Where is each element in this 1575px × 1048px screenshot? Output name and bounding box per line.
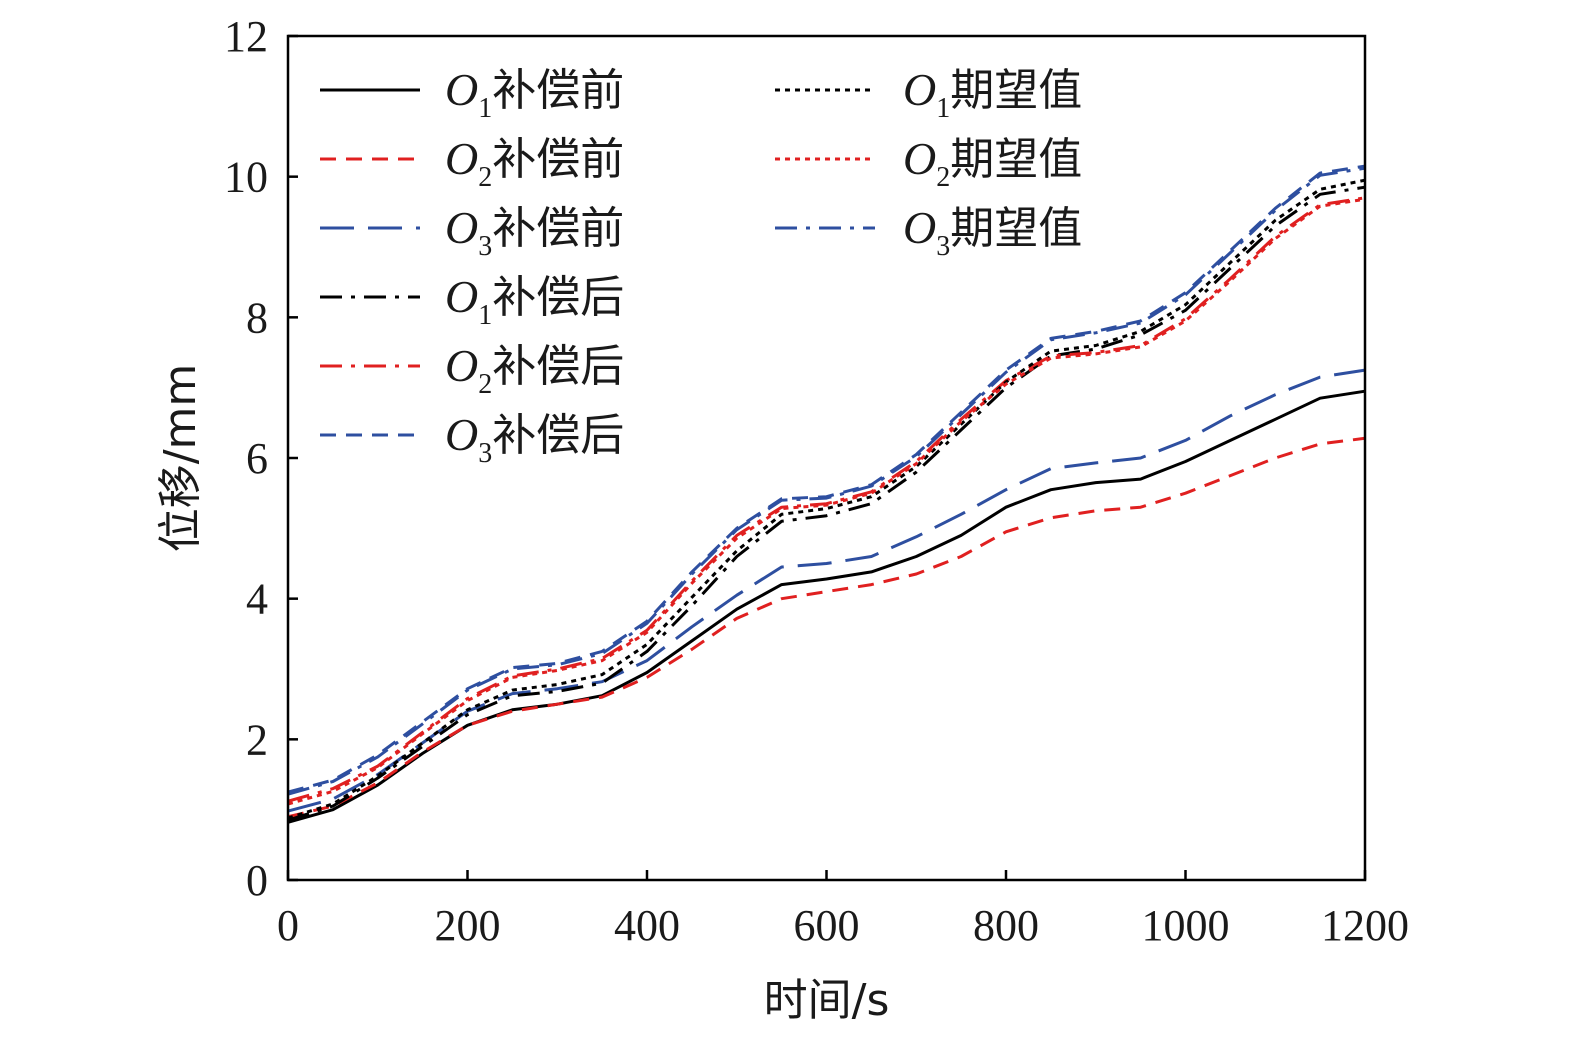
x-tick-label: 600 xyxy=(794,901,860,950)
legend-label: O3补偿后 xyxy=(445,409,624,469)
y-axis-title: 位移/mm xyxy=(155,364,206,553)
series-line-7 xyxy=(287,178,1366,820)
legend-label: O2补偿前 xyxy=(445,133,624,193)
series-line-6 xyxy=(287,164,1366,794)
legend-item: O3补偿前 xyxy=(320,202,624,262)
series-line-4 xyxy=(287,185,1366,822)
y-tick-label: 2 xyxy=(246,715,268,764)
x-tick-label: 0 xyxy=(277,901,299,950)
legend-item: O3期望值 xyxy=(775,202,1082,262)
y-tick-label: 8 xyxy=(246,293,268,342)
legend: O1补偿前 O2补偿前 O3补偿前 O1补偿后 O2补偿后 O3补偿后 O1期望值 O2期望值… xyxy=(320,64,1082,469)
x-tick-label: 800 xyxy=(973,901,1039,950)
legend-label: O1补偿前 xyxy=(445,64,624,124)
series-layer xyxy=(287,164,1366,824)
series-line-1 xyxy=(287,389,1366,824)
legend-item: O2补偿后 xyxy=(320,340,624,400)
x-tick-label: 1000 xyxy=(1142,901,1230,950)
y-tick-label: 10 xyxy=(224,153,268,202)
x-axis-title: 时间/s xyxy=(764,975,890,1026)
legend-item: O1补偿后 xyxy=(320,271,624,331)
legend-item: O2补偿前 xyxy=(320,133,624,193)
y-tick-label: 0 xyxy=(246,856,268,905)
series-line-2 xyxy=(287,436,1366,819)
legend-label: O1补偿后 xyxy=(445,271,624,331)
series-line-8 xyxy=(287,197,1366,806)
series-line-9 xyxy=(287,166,1366,796)
legend-label: O3期望值 xyxy=(903,202,1082,262)
legend-label: O3补偿前 xyxy=(445,202,624,262)
x-tick-label: 400 xyxy=(614,901,680,950)
legend-item: O2期望值 xyxy=(775,133,1082,193)
legend-item: O3补偿后 xyxy=(320,409,624,469)
x-tick-label: 1200 xyxy=(1321,901,1409,950)
legend-label: O1期望值 xyxy=(903,64,1082,124)
y-tick-label: 6 xyxy=(246,434,268,483)
y-tick-label: 4 xyxy=(246,575,268,624)
legend-label: O2期望值 xyxy=(903,133,1082,193)
legend-item: O1期望值 xyxy=(775,64,1082,124)
legend-label: O2补偿后 xyxy=(445,340,624,400)
y-tick-label: 12 xyxy=(224,12,268,61)
x-tick-label: 200 xyxy=(435,901,501,950)
axis-ticks: 0 200 400 600 800 1000 1200 0 2 4 6 8 10 12 xyxy=(224,12,1409,950)
legend-item: O1补偿前 xyxy=(320,64,624,124)
